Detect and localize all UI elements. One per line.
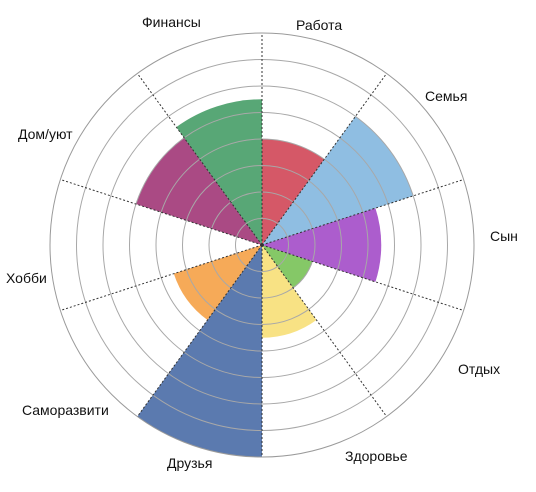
wedge-6 (173, 245, 262, 321)
spoke (60, 244, 263, 311)
spoke (136, 244, 263, 417)
spoke (261, 73, 388, 246)
wedge-0 (262, 139, 325, 245)
wedge-1 (262, 116, 414, 245)
label-zdorovye: Здоровье (345, 448, 408, 464)
wedge-2 (262, 208, 382, 282)
label-finansy: Финансы (142, 14, 201, 30)
spoke (261, 244, 388, 417)
wedge-8 (135, 137, 262, 245)
spoke (136, 73, 263, 246)
label-rabota: Работа (296, 17, 343, 33)
label-semya: Семья (425, 88, 468, 104)
spoke (261, 179, 464, 246)
wedge-5 (137, 245, 262, 457)
label-dom-uyut: Дом/уют (18, 126, 73, 142)
grid-ring (182, 165, 342, 325)
wedge-3 (262, 245, 313, 288)
label-otdykh: Отдых (458, 361, 501, 377)
wedge-9 (176, 99, 262, 245)
grid-ring (102, 85, 422, 405)
spoke (261, 244, 464, 311)
label-druzya: Друзья (167, 455, 213, 471)
label-syn: Сын (490, 228, 518, 244)
grid-ring (235, 218, 289, 272)
label-khobbi: Хобби (6, 270, 47, 286)
label-samorazvitie: Саморазвити (22, 402, 109, 418)
spoke (60, 179, 263, 246)
grid-ring (49, 32, 475, 458)
